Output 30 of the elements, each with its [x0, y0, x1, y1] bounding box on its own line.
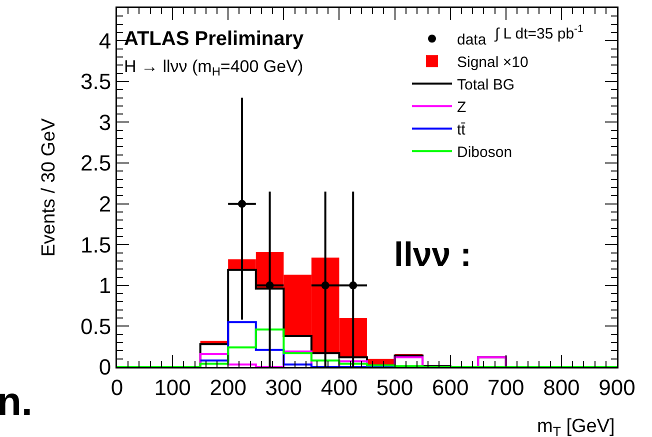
x-axis-title: m$_{T}$ [GeV] — [537, 416, 615, 437]
x-tick-label: 700 — [488, 374, 524, 400]
annotation: H → llνν (m$_{H}$=400 GeV) — [124, 57, 304, 79]
y-tick-label: 4 — [98, 28, 112, 54]
y-tick-label: 3.5 — [80, 69, 112, 94]
x-tick-label: 800 — [543, 374, 580, 400]
legend-label: Diboson — [457, 144, 512, 161]
x-tick-label: 600 — [432, 374, 469, 400]
legend-label: Z — [457, 98, 466, 116]
legend-label: Signal ×10 — [457, 54, 528, 71]
legend-label: data — [457, 31, 487, 48]
annotation: llνν : — [394, 236, 472, 274]
y-tick-label: 2 — [98, 192, 112, 217]
y-tick-label: 3 — [98, 110, 112, 135]
y-tick-label: 0.5 — [80, 314, 112, 339]
x-tick-label: 900 — [598, 374, 636, 400]
y-tick-label: 0 — [98, 354, 112, 380]
y-tick-label: 1.5 — [80, 232, 112, 258]
legend-label: tt̄ — [457, 121, 466, 138]
annotation: ATLAS Preliminary — [124, 28, 305, 50]
y-axis-title: Events / 30 GeV — [38, 118, 60, 257]
annotation: ∫ L dt=35 pb$^{-1}$ — [494, 23, 584, 42]
y-tick-label: 1 — [98, 273, 112, 298]
legend-label: Total BG — [457, 76, 515, 94]
x-tick-label: 300 — [265, 374, 302, 400]
x-tick-label: 100 — [154, 374, 191, 400]
x-tick-label: 200 — [210, 374, 246, 400]
y-tick-label: 2.5 — [80, 150, 112, 176]
x-tick-label: 500 — [376, 374, 414, 400]
x-tick-label: 400 — [320, 374, 358, 400]
